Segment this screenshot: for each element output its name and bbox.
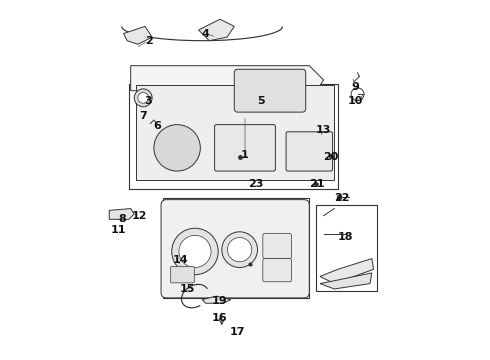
FancyBboxPatch shape (161, 200, 309, 298)
Text: 3: 3 (145, 96, 152, 107)
Text: 10: 10 (348, 96, 364, 107)
Polygon shape (123, 26, 152, 44)
Circle shape (138, 93, 148, 103)
Text: 17: 17 (230, 327, 245, 337)
Circle shape (179, 235, 211, 267)
Circle shape (172, 228, 218, 275)
Text: 5: 5 (257, 96, 265, 107)
Text: 7: 7 (139, 111, 147, 121)
Polygon shape (320, 258, 373, 284)
FancyBboxPatch shape (234, 69, 306, 112)
Text: 6: 6 (153, 121, 161, 131)
Circle shape (134, 89, 152, 107)
Polygon shape (320, 273, 372, 289)
Polygon shape (136, 85, 334, 180)
Text: 15: 15 (180, 284, 196, 294)
Text: 21: 21 (309, 179, 324, 189)
Circle shape (222, 232, 258, 267)
Text: 12: 12 (132, 211, 147, 221)
Text: 16: 16 (212, 312, 228, 323)
Polygon shape (109, 208, 134, 219)
Text: 14: 14 (173, 255, 189, 265)
Polygon shape (202, 296, 231, 303)
Text: 4: 4 (202, 28, 210, 39)
FancyBboxPatch shape (263, 258, 292, 282)
Text: 18: 18 (337, 232, 353, 242)
FancyBboxPatch shape (263, 234, 292, 258)
Text: 2: 2 (145, 36, 152, 46)
Text: 9: 9 (352, 82, 360, 92)
Text: 8: 8 (118, 214, 125, 224)
FancyBboxPatch shape (215, 125, 275, 171)
Text: 1: 1 (241, 150, 249, 160)
Circle shape (227, 238, 252, 262)
FancyBboxPatch shape (171, 266, 194, 283)
Polygon shape (198, 19, 234, 41)
Text: 22: 22 (334, 193, 349, 203)
Text: 19: 19 (212, 296, 228, 306)
Text: 20: 20 (323, 152, 339, 162)
FancyBboxPatch shape (286, 132, 333, 171)
Polygon shape (131, 66, 323, 91)
Text: 23: 23 (248, 179, 264, 189)
Text: 13: 13 (316, 125, 331, 135)
Circle shape (154, 125, 200, 171)
Text: 11: 11 (110, 225, 126, 235)
